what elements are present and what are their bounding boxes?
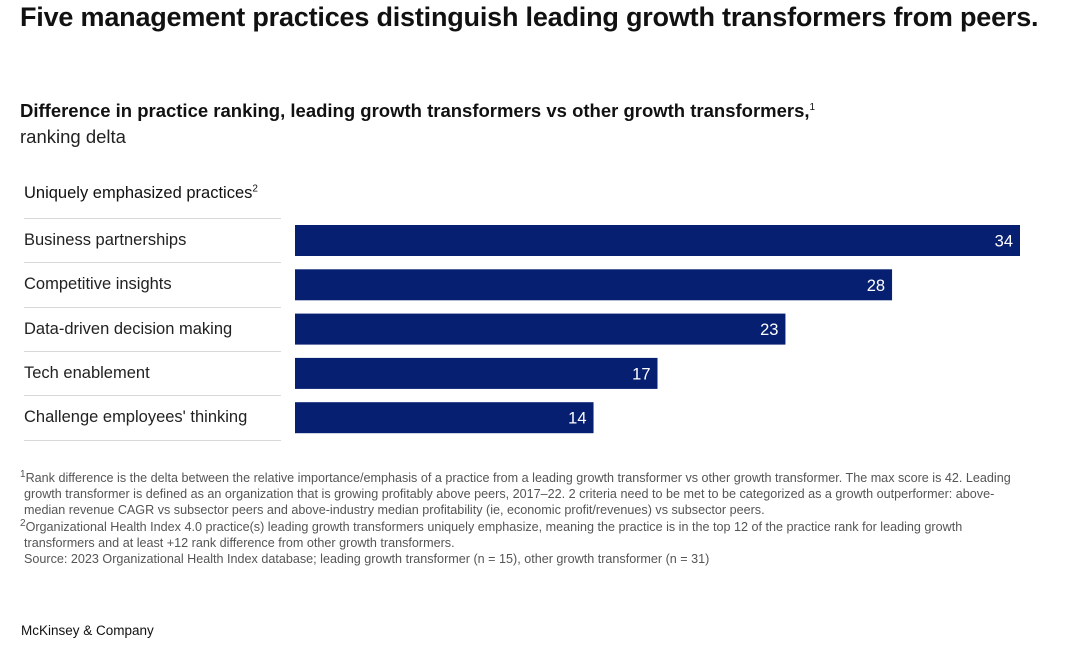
row-divider: [24, 306, 281, 308]
row-divider: [24, 395, 281, 397]
subtitle-text: Difference in practice ranking, leading …: [20, 100, 810, 121]
row-divider: [24, 262, 281, 264]
source-note: Source: 2023 Organizational Health Index…: [24, 552, 710, 567]
page-title: Five management practices distinguish le…: [20, 2, 1039, 32]
footnote-2-marker: 2: [20, 517, 26, 529]
bar: [295, 313, 786, 345]
footnote-ref-1: 1: [809, 101, 816, 113]
footnote-2: 2Organizational Health Index 4.0 practic…: [20, 517, 1020, 551]
bar-chart: 34 28 23 17 14: [295, 225, 1020, 434]
row-divider: [24, 218, 281, 219]
footnote-1-marker: 1: [20, 468, 26, 480]
footnote-2-text: Organizational Health Index 4.0 practice…: [24, 519, 963, 550]
category-label: Data-driven decision making: [24, 319, 233, 338]
footnote-ref-2: 2: [252, 183, 258, 195]
bar-value-label: 14: [568, 410, 586, 428]
category-label: Business partnerships: [24, 231, 187, 249]
bar: [295, 357, 658, 389]
bar: [295, 225, 1020, 256]
footnote-1: 1Rank difference is the delta between th…: [20, 468, 1020, 519]
brand-logo-text: McKinsey & Company: [21, 623, 154, 638]
row-divider: [24, 350, 281, 352]
bar-value-label: 23: [760, 321, 778, 339]
bar-value-label: 28: [867, 277, 885, 295]
row-divider: [24, 439, 281, 441]
category-label: Challenge employees' thinking: [24, 408, 248, 427]
category-label: Tech enablement: [24, 363, 150, 382]
chart-subtitle: Difference in practice ranking, leading …: [20, 99, 815, 123]
row-header-text: Uniquely emphasized practices: [24, 184, 253, 202]
footnote-1-text: Rank difference is the delta between the…: [24, 471, 1011, 518]
bar: [295, 402, 594, 434]
footnotes: 1Rank difference is the delta between th…: [20, 468, 1020, 567]
unit-label: ranking delta: [20, 126, 126, 147]
bar-value-label: 17: [632, 365, 650, 383]
category-label: Competitive insights: [24, 275, 172, 294]
bar-value-label: 34: [995, 233, 1013, 251]
bar: [295, 269, 893, 301]
row-header: Uniquely emphasized practices2: [24, 184, 258, 203]
